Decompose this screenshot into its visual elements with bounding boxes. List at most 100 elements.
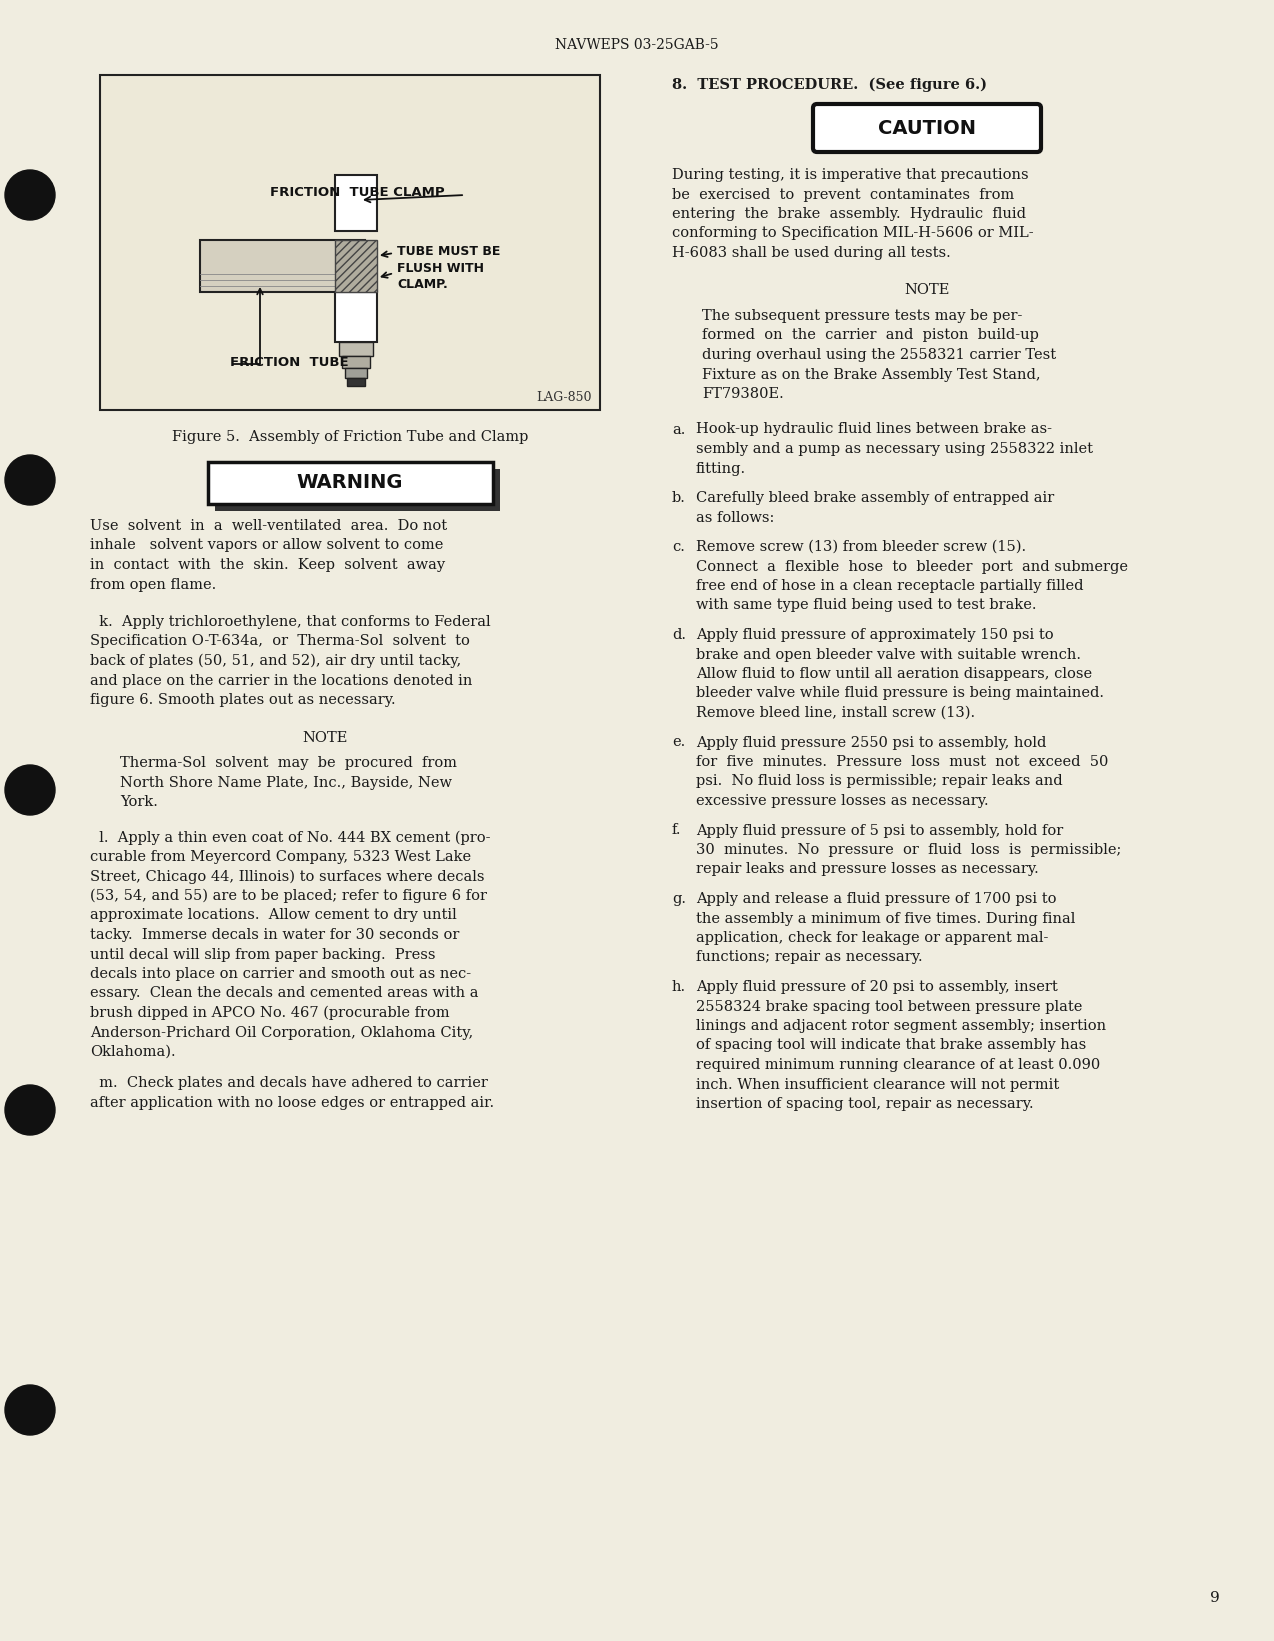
Text: Apply fluid pressure 2550 psi to assembly, hold: Apply fluid pressure 2550 psi to assembl…: [696, 735, 1046, 750]
Text: brush dipped in APCO No. 467 (procurable from: brush dipped in APCO No. 467 (procurable…: [90, 1006, 450, 1021]
Text: Apply fluid pressure of 5 psi to assembly, hold for: Apply fluid pressure of 5 psi to assembl…: [696, 824, 1064, 837]
Circle shape: [5, 171, 55, 220]
Text: Connect  a  flexible  hose  to  bleeder  port  and submerge: Connect a flexible hose to bleeder port …: [696, 560, 1127, 573]
Text: NAVWEPS 03-25GAB-5: NAVWEPS 03-25GAB-5: [555, 38, 719, 53]
Text: k.  Apply trichloroethylene, that conforms to Federal: k. Apply trichloroethylene, that conform…: [90, 615, 490, 629]
Text: with same type fluid being used to test brake.: with same type fluid being used to test …: [696, 599, 1037, 612]
Text: tacky.  Immerse decals in water for 30 seconds or: tacky. Immerse decals in water for 30 se…: [90, 929, 460, 942]
Text: the assembly a minimum of five times. During final: the assembly a minimum of five times. Du…: [696, 911, 1075, 926]
Text: of spacing tool will indicate that brake assembly has: of spacing tool will indicate that brake…: [696, 1039, 1087, 1052]
Circle shape: [5, 455, 55, 505]
Text: During testing, it is imperative that precautions: During testing, it is imperative that pr…: [671, 167, 1028, 182]
Text: Hook-up hydraulic fluid lines between brake as-: Hook-up hydraulic fluid lines between br…: [696, 422, 1052, 437]
Text: inch. When insufficient clearance will not permit: inch. When insufficient clearance will n…: [696, 1078, 1059, 1091]
Text: CAUTION: CAUTION: [878, 118, 976, 138]
Bar: [335, 240, 377, 292]
Text: insertion of spacing tool, repair as necessary.: insertion of spacing tool, repair as nec…: [696, 1096, 1033, 1111]
Text: m.  Check plates and decals have adhered to carrier: m. Check plates and decals have adhered …: [90, 1076, 488, 1091]
Text: as follows:: as follows:: [696, 510, 775, 525]
Text: fitting.: fitting.: [696, 461, 747, 476]
Bar: [347, 377, 364, 386]
Text: entering  the  brake  assembly.  Hydraulic  fluid: entering the brake assembly. Hydraulic f…: [671, 207, 1026, 222]
Text: in  contact  with  the  skin.  Keep  solvent  away: in contact with the skin. Keep solvent a…: [90, 558, 445, 573]
Text: Allow fluid to flow until all aeration disappears, close: Allow fluid to flow until all aeration d…: [696, 666, 1092, 681]
Text: 30  minutes.  No  pressure  or  fluid  loss  is  permissible;: 30 minutes. No pressure or fluid loss is…: [696, 843, 1121, 857]
Text: back of plates (50, 51, and 52), air dry until tacky,: back of plates (50, 51, and 52), air dry…: [90, 655, 461, 668]
Text: sembly and a pump as necessary using 2558322 inlet: sembly and a pump as necessary using 255…: [696, 441, 1093, 456]
Text: Apply fluid pressure of 20 psi to assembly, insert: Apply fluid pressure of 20 psi to assemb…: [696, 980, 1057, 994]
Text: Apply and release a fluid pressure of 1700 psi to: Apply and release a fluid pressure of 17…: [696, 893, 1056, 906]
Text: decals into place on carrier and smooth out as nec-: decals into place on carrier and smooth …: [90, 967, 471, 981]
Bar: [339, 341, 373, 356]
Text: 8.  TEST PROCEDURE.  (See figure 6.): 8. TEST PROCEDURE. (See figure 6.): [671, 79, 987, 92]
Text: c.: c.: [671, 540, 685, 555]
Text: 2558324 brake spacing tool between pressure plate: 2558324 brake spacing tool between press…: [696, 999, 1083, 1014]
Text: TUBE MUST BE
FLUSH WITH
CLAMP.: TUBE MUST BE FLUSH WITH CLAMP.: [397, 245, 501, 290]
Bar: [200, 240, 364, 292]
Text: inhale   solvent vapors or allow solvent to come: inhale solvent vapors or allow solvent t…: [90, 538, 443, 553]
Text: NOTE: NOTE: [302, 730, 348, 745]
Text: Anderson-Prichard Oil Corporation, Oklahoma City,: Anderson-Prichard Oil Corporation, Oklah…: [90, 1026, 473, 1039]
Text: LAG-850: LAG-850: [536, 391, 592, 404]
Bar: [335, 176, 377, 231]
Text: repair leaks and pressure losses as necessary.: repair leaks and pressure losses as nece…: [696, 863, 1038, 876]
Text: Use  solvent  in  a  well-ventilated  area.  Do not: Use solvent in a well-ventilated area. D…: [90, 519, 447, 533]
Text: formed  on  the  carrier  and  piston  build-up: formed on the carrier and piston build-u…: [702, 328, 1038, 343]
Text: b.: b.: [671, 491, 685, 505]
Text: functions; repair as necessary.: functions; repair as necessary.: [696, 950, 922, 965]
Text: during overhaul using the 2558321 carrier Test: during overhaul using the 2558321 carrie…: [702, 348, 1056, 363]
Bar: [345, 368, 367, 377]
Bar: [99, 75, 600, 410]
Text: a.: a.: [671, 422, 685, 437]
Text: Remove screw (13) from bleeder screw (15).: Remove screw (13) from bleeder screw (15…: [696, 540, 1026, 555]
Text: required minimum running clearance of at least 0.090: required minimum running clearance of at…: [696, 1058, 1101, 1072]
Text: approximate locations.  Allow cement to dry until: approximate locations. Allow cement to d…: [90, 909, 457, 922]
Text: be  exercised  to  prevent  contaminates  from: be exercised to prevent contaminates fro…: [671, 187, 1014, 202]
Text: figure 6. Smooth plates out as necessary.: figure 6. Smooth plates out as necessary…: [90, 693, 396, 707]
Text: 9: 9: [1210, 1592, 1220, 1605]
Bar: [813, 103, 1041, 153]
Text: Carefully bleed brake assembly of entrapped air: Carefully bleed brake assembly of entrap…: [696, 491, 1055, 505]
Text: Street, Chicago 44, Illinois) to surfaces where decals: Street, Chicago 44, Illinois) to surface…: [90, 870, 484, 884]
Text: essary.  Clean the decals and cemented areas with a: essary. Clean the decals and cemented ar…: [90, 986, 479, 1001]
Text: WARNING: WARNING: [297, 474, 404, 492]
Bar: [817, 108, 1037, 148]
Text: psi.  No fluid loss is permissible; repair leaks and: psi. No fluid loss is permissible; repai…: [696, 775, 1063, 788]
Text: for  five  minutes.  Pressure  loss  must  not  exceed  50: for five minutes. Pressure loss must not…: [696, 755, 1108, 770]
Text: d.: d.: [671, 629, 685, 642]
Text: curable from Meyercord Company, 5323 West Lake: curable from Meyercord Company, 5323 Wes…: [90, 850, 471, 865]
Bar: [214, 469, 499, 510]
Text: Oklahoma).: Oklahoma).: [90, 1045, 176, 1058]
Text: FRICTION  TUBE CLAMP: FRICTION TUBE CLAMP: [270, 187, 445, 200]
Text: e.: e.: [671, 735, 685, 750]
Text: linings and adjacent rotor segment assembly; insertion: linings and adjacent rotor segment assem…: [696, 1019, 1106, 1032]
Text: after application with no loose edges or entrapped air.: after application with no loose edges or…: [90, 1096, 494, 1109]
Text: f.: f.: [671, 824, 682, 837]
Text: Therma-Sol  solvent  may  be  procured  from: Therma-Sol solvent may be procured from: [120, 757, 457, 770]
Text: conforming to Specification MIL-H-5606 or MIL-: conforming to Specification MIL-H-5606 o…: [671, 226, 1033, 241]
Text: from open flame.: from open flame.: [90, 578, 217, 591]
Text: application, check for leakage or apparent mal-: application, check for leakage or appare…: [696, 930, 1049, 945]
FancyBboxPatch shape: [813, 103, 1041, 153]
Text: FRICTION  TUBE: FRICTION TUBE: [231, 356, 349, 369]
Text: g.: g.: [671, 893, 685, 906]
Text: until decal will slip from paper backing.  Press: until decal will slip from paper backing…: [90, 947, 436, 962]
Bar: [341, 356, 369, 368]
Bar: [335, 292, 377, 341]
Text: free end of hose in a clean receptacle partially filled: free end of hose in a clean receptacle p…: [696, 579, 1083, 592]
Text: Specification O-T-634a,  or  Therma-Sol  solvent  to: Specification O-T-634a, or Therma-Sol so…: [90, 635, 470, 648]
Text: The subsequent pressure tests may be per-: The subsequent pressure tests may be per…: [702, 309, 1022, 323]
Text: North Shore Name Plate, Inc., Bayside, New: North Shore Name Plate, Inc., Bayside, N…: [120, 776, 452, 789]
Bar: [208, 463, 493, 504]
Text: brake and open bleeder valve with suitable wrench.: brake and open bleeder valve with suitab…: [696, 648, 1082, 661]
Text: h.: h.: [671, 980, 687, 994]
Circle shape: [5, 765, 55, 816]
Text: bleeder valve while fluid pressure is being maintained.: bleeder valve while fluid pressure is be…: [696, 686, 1105, 701]
Circle shape: [5, 1385, 55, 1434]
Text: Apply fluid pressure of approximately 150 psi to: Apply fluid pressure of approximately 15…: [696, 629, 1054, 642]
Text: (53, 54, and 55) are to be placed; refer to figure 6 for: (53, 54, and 55) are to be placed; refer…: [90, 889, 487, 904]
Text: Fixture as on the Brake Assembly Test Stand,: Fixture as on the Brake Assembly Test St…: [702, 368, 1041, 381]
Text: Figure 5.  Assembly of Friction Tube and Clamp: Figure 5. Assembly of Friction Tube and …: [172, 430, 529, 445]
Text: NOTE: NOTE: [905, 284, 949, 297]
Text: and place on the carrier in the locations denoted in: and place on the carrier in the location…: [90, 673, 473, 688]
